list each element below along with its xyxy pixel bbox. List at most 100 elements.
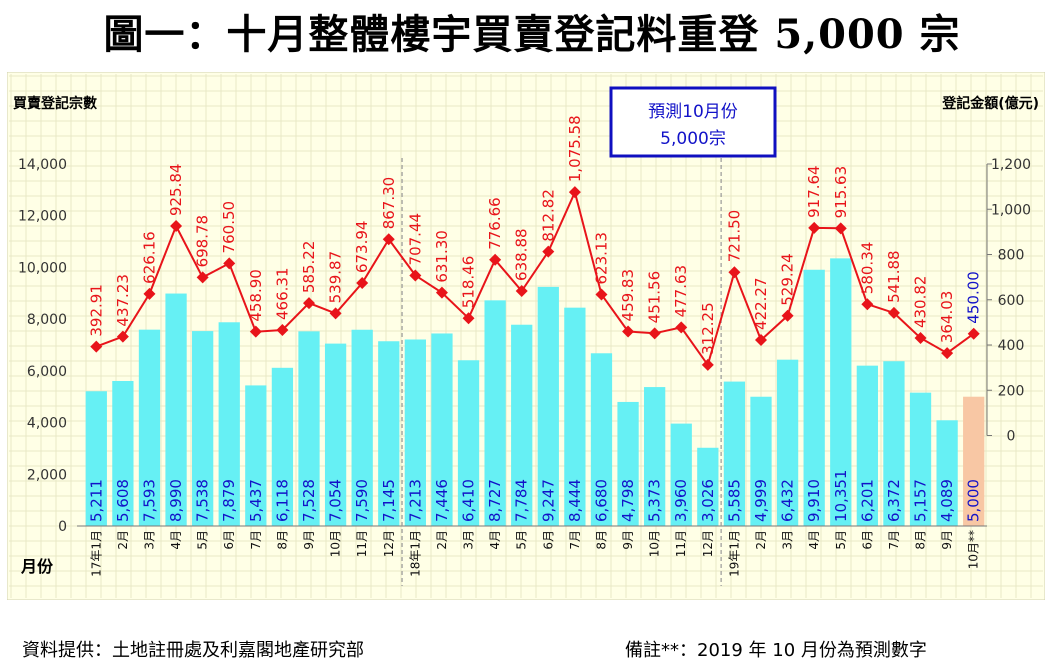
left-tick-label: 8,000 — [27, 312, 67, 328]
line-value-label: 466.31 — [273, 267, 291, 320]
bar — [245, 385, 267, 526]
line-point — [489, 253, 502, 266]
line-point — [941, 347, 954, 360]
line-point — [170, 220, 183, 233]
x-tick-label: 8月 — [914, 530, 928, 550]
x-tick-label: 4月 — [488, 530, 502, 550]
line-value-label: 915.63 — [832, 166, 850, 219]
line-point — [701, 358, 714, 371]
x-tick-label: 12月 — [382, 530, 396, 557]
line-point — [382, 233, 395, 246]
bar — [511, 324, 533, 526]
x-axis-title: 月份 — [20, 557, 54, 576]
x-tick-label: 5月 — [196, 530, 210, 550]
x-tick-label: 18年1月 — [408, 530, 422, 577]
bar — [564, 307, 586, 526]
bar-value-label: 3,026 — [699, 479, 717, 522]
bar — [324, 343, 347, 526]
bar-value-label: 7,784 — [513, 479, 531, 522]
x-tick-label: 10月** — [967, 530, 981, 569]
bar — [457, 360, 480, 526]
bar — [351, 329, 373, 526]
line-point — [728, 266, 741, 279]
x-tick-label: 3月 — [781, 530, 795, 550]
line-point — [90, 340, 103, 353]
bar-value-label: 5,608 — [114, 479, 132, 522]
bar-value-label: 4,999 — [752, 479, 770, 522]
line-value-label: 673.94 — [353, 221, 371, 273]
bar-value-label: 9,247 — [539, 479, 557, 522]
line-value-label: 1,075.58 — [566, 115, 584, 182]
bar-value-label: 5,211 — [87, 479, 105, 522]
bar-value-label: 7,213 — [406, 479, 424, 522]
right-tick-label: 200 — [998, 383, 1025, 399]
x-tick-label: 17年1月 — [89, 530, 103, 577]
right-tick-label: 1,000 — [991, 202, 1031, 218]
right-tick-label: 400 — [998, 338, 1025, 354]
line-value-label: 539.87 — [327, 251, 345, 304]
line-point — [435, 286, 448, 299]
bar-value-label: 7,538 — [194, 479, 212, 522]
bar — [298, 331, 320, 526]
bar-value-label: 4,089 — [938, 479, 956, 522]
x-tick-label: 12月 — [701, 530, 715, 557]
line-point — [675, 321, 688, 334]
x-tick-label: 6月 — [222, 530, 236, 550]
x-tick-label: 11月 — [355, 530, 369, 557]
line-point — [887, 306, 900, 319]
line-value-label: 585.22 — [300, 241, 318, 294]
line-point — [648, 327, 661, 340]
line-point — [223, 257, 236, 270]
bar-value-label: 7,446 — [433, 479, 451, 522]
line-point — [781, 309, 794, 322]
line-point — [622, 325, 635, 338]
line-value-label: 917.64 — [805, 165, 823, 218]
bar-value-label: 5,437 — [247, 479, 265, 522]
bar — [484, 300, 506, 526]
x-tick-label: 10月 — [648, 530, 662, 557]
x-tick-label: 7月 — [249, 530, 263, 550]
line-value-label: 364.03 — [938, 291, 956, 344]
x-tick-label: 11月 — [674, 530, 688, 557]
bar-value-label: 8,990 — [167, 479, 185, 522]
x-tick-label: 4月 — [169, 530, 183, 550]
bar-value-label: 3,960 — [672, 479, 690, 522]
line-point — [568, 186, 581, 199]
bar — [138, 329, 161, 526]
bar-value-label: 7,590 — [353, 479, 371, 522]
bar — [590, 353, 613, 526]
right-tick-label: 600 — [998, 293, 1025, 309]
line-value-label: 776.66 — [486, 197, 504, 250]
line-value-label: 812.82 — [539, 189, 557, 242]
bar — [909, 392, 932, 526]
bar — [404, 339, 426, 526]
x-tick-label: 3月 — [462, 530, 476, 550]
left-tick-label: 14,000 — [18, 157, 67, 173]
line-point — [755, 333, 767, 346]
line-value-label: 459.83 — [619, 269, 637, 322]
bar — [856, 365, 878, 526]
line-point — [595, 288, 608, 301]
x-tick-label: 9月 — [940, 530, 954, 550]
bar — [85, 391, 107, 526]
right-tick-label: 800 — [998, 248, 1025, 264]
forecast-callout-box — [609, 86, 777, 158]
line-point — [249, 325, 262, 338]
left-tick-label: 10,000 — [18, 260, 67, 276]
line-value-label: 458.90 — [247, 269, 265, 322]
bar — [776, 359, 799, 526]
bar — [378, 341, 400, 526]
x-tick-label: 3月 — [142, 530, 156, 550]
line-value-label: 580.34 — [858, 242, 876, 294]
bar-value-label: 6,410 — [460, 479, 478, 522]
line-point — [196, 271, 209, 284]
left-axis-title: 買賣登記宗數 — [13, 95, 97, 112]
bar — [431, 333, 453, 526]
line-value-label: 312.25 — [699, 302, 717, 355]
bar-value-label: 6,432 — [779, 479, 797, 522]
x-tick-label: 7月 — [887, 530, 901, 550]
x-tick-label: 2月 — [754, 530, 768, 550]
x-tick-label: 9月 — [302, 530, 316, 550]
line-point — [276, 323, 289, 336]
x-tick-label: 6月 — [860, 530, 874, 550]
